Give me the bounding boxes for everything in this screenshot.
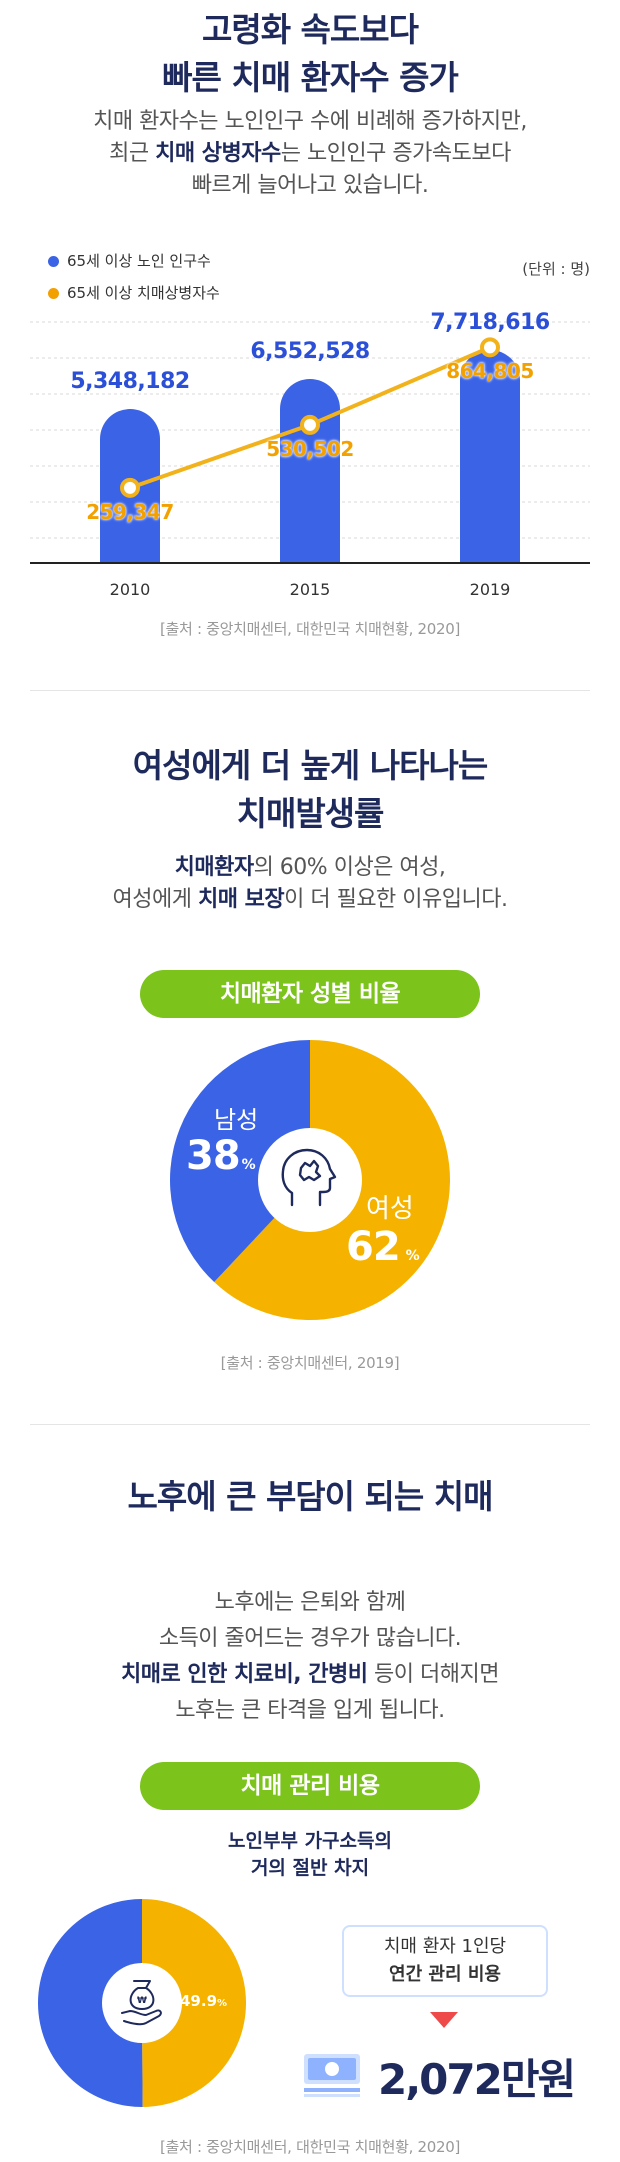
female-value: 62% [346, 1224, 420, 1270]
gender-ratio-pill: 치매환자 성별 비율 [140, 970, 480, 1018]
annual-cost-value: 2,072만원 [378, 2055, 576, 2104]
section2-title-line2: 치매발생률 [236, 794, 385, 833]
value-label-population-2010: 5,348,182 [70, 368, 190, 394]
section1-lead-line3: 빠르게 늘어나고 있습니다. [191, 173, 429, 198]
x-axis [30, 562, 590, 564]
value-label-dementia-2015: 530,502 [266, 436, 354, 461]
male-value: 38% [186, 1133, 256, 1179]
legend-dot-blue [48, 256, 59, 267]
section1-title-line2: 빠른 치매 환자수 증가 [162, 58, 459, 97]
section3-lead-line2: 소득이 줄어드는 경우가 많습니다. [158, 1626, 462, 1651]
lead-text: 의 60% 이상은 여성, [253, 855, 446, 880]
legend-label: 65세 이상 치매상병자수 [67, 284, 220, 302]
lead-text: 여성에게 [112, 887, 198, 912]
box-line2: 연간 관리 비용 [389, 1964, 501, 1985]
male-label: 남성 [214, 1106, 259, 1134]
section3-lead-line4: 노후는 큰 타격을 입게 됩니다. [175, 1698, 445, 1723]
per-patient-cost-box: 치매 환자 1인당 연간 관리 비용 [342, 1925, 548, 1997]
pie-slice-male [170, 1040, 310, 1283]
gender-pie [170, 1040, 450, 1320]
pie-center [258, 1128, 362, 1232]
care-cost-pill: 치매 관리 비용 [140, 1762, 480, 1810]
section2-lead-line1: 치매환자의 60% 이상은 여성, [0, 852, 620, 884]
percent-sign: % [241, 1157, 256, 1173]
money-hand-icon [121, 1980, 162, 2026]
section3-subtitle: 노인부부 가구소득의 거의 절반 차지 [0, 1828, 620, 1882]
section1-source: [출처 : 중앙치매센터, 대한민국 치매현황, 2020] [159, 620, 461, 638]
box-line1: 치매 환자 1인당 [383, 1936, 507, 1957]
percent-sign: % [405, 1248, 420, 1264]
donut-slice-remaining [38, 1899, 143, 2107]
cash-stack-icon [304, 2054, 360, 2097]
donut-value-number: 49.9 [180, 1992, 218, 2010]
value-label-dementia-2010: 259,347 [86, 499, 174, 524]
male-percent-number: 38 [186, 1133, 241, 1179]
section2-lead: 치매환자의 60% 이상은 여성, 여성에게 치매 보장이 더 필요한 이유입니… [0, 852, 620, 916]
subtitle-line1: 노인부부 가구소득의 [228, 1830, 392, 1852]
lead-bold: 치매 상병자수 [155, 141, 281, 166]
legend-item-dementia: 65세 이상 치매상병자수 [48, 282, 220, 303]
section1-title-line1: 고령화 속도보다 [201, 10, 419, 49]
lead-text: 이 더 필요한 이유입니다. [284, 887, 508, 912]
legend-dot-orange [48, 288, 59, 299]
section1-lead: 치매 환자수는 노인인구 수에 비례해 증가하지만, 최근 치매 상병자수는 노… [0, 106, 620, 202]
female-label: 여성 [366, 1194, 414, 1224]
section3-lead-line1: 노후에는 은퇴와 함께 [214, 1590, 406, 1615]
x-tick-2015: 2015 [289, 580, 331, 599]
won-symbol: ₩ [137, 1996, 147, 2006]
dementia-point-2015 [300, 414, 320, 435]
section2-lead-line2: 여성에게 치매 보장이 더 필요한 이유입니다. [0, 884, 620, 916]
lead-bold: 치매 보장 [197, 887, 285, 912]
divider [30, 1424, 590, 1425]
bar-population-2015 [280, 378, 340, 562]
x-tick-2010: 2010 [109, 580, 151, 599]
section3-lead-line3: 치매로 인한 치료비, 간병비 등이 더해지면 [0, 1657, 620, 1693]
divider [30, 690, 590, 691]
brain-head-icon [281, 1148, 337, 1207]
subtitle-line2: 거의 절반 차지 [250, 1857, 370, 1879]
donut-slice-care-cost [142, 1899, 247, 2107]
value-label-dementia-2019: 864,805 [446, 359, 534, 384]
dementia-point-2019 [480, 337, 500, 358]
x-tick-2019: 2019 [469, 580, 511, 599]
donut-center [102, 1963, 182, 2043]
section1-lead-line1: 치매 환자수는 노인인구 수에 비례해 증가하지만, [93, 109, 527, 134]
section3-lead: 노후에는 은퇴와 함께 소득이 줄어드는 경우가 많습니다. 치매로 인한 치료… [0, 1585, 620, 1729]
legend-label: 65세 이상 노인 인구수 [67, 252, 211, 270]
value-label-population-2019: 7,718,616 [430, 310, 550, 335]
section3-title: 노후에 큰 부담이 되는 치매 [127, 1477, 494, 1516]
bar-population-2019 [460, 350, 520, 562]
dementia-line [120, 337, 500, 498]
lead-bold: 치매로 인한 치료비, 간병비 [121, 1662, 368, 1687]
section2-title-line1: 여성에게 더 높게 나타나는 [132, 746, 488, 785]
value-label-population-2015: 6,552,528 [250, 338, 370, 364]
donut-value: 49.9% [180, 1992, 227, 2010]
income-donut: ₩ [38, 1899, 247, 2107]
section2-title: 여성에게 더 높게 나타나는 치매발생률 [0, 742, 620, 838]
legend-item-population: 65세 이상 노인 인구수 [48, 250, 211, 271]
lead-text: 등이 더해지면 [367, 1662, 499, 1687]
section3-source: [출처 : 중앙치매센터, 대한민국 치매현황, 2020] [159, 2138, 461, 2156]
section2-source: [출처 : 중앙치매센터, 2019] [220, 1354, 400, 1372]
section1-lead-line2: 최근 치매 상병자수는 노인인구 증가속도보다 [0, 138, 620, 170]
dementia-point-2010 [120, 477, 140, 498]
down-arrow-icon [430, 2012, 458, 2028]
lead-bold: 치매환자 [174, 855, 254, 880]
section1-title: 고령화 속도보다 빠른 치매 환자수 증가 [0, 6, 620, 102]
female-percent-number: 62 [346, 1224, 401, 1270]
lead-text: 는 노인인구 증가속도보다 [280, 141, 512, 166]
percent-sign: % [217, 1998, 228, 2009]
lead-text: 최근 [109, 141, 156, 166]
chart-unit: (단위 : 명) [522, 260, 590, 278]
